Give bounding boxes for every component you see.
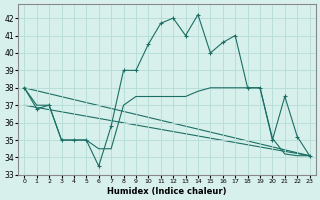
X-axis label: Humidex (Indice chaleur): Humidex (Indice chaleur) <box>107 187 227 196</box>
